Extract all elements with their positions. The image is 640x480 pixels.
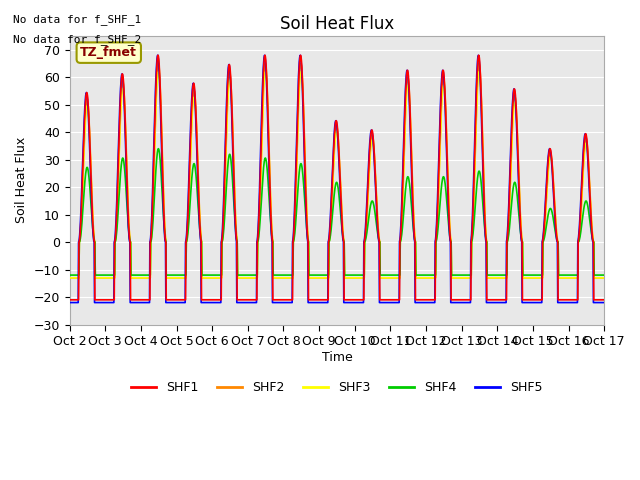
- SHF2: [66, 275, 74, 281]
- Line: SHF2: SHF2: [70, 63, 604, 278]
- SHF2: [155, 60, 163, 66]
- SHF4: [172, 272, 180, 278]
- SHF1: [172, 297, 180, 303]
- SHF5: [490, 300, 498, 305]
- Text: No data for f_SHF_2: No data for f_SHF_2: [13, 34, 141, 45]
- SHF2: [420, 275, 428, 281]
- SHF4: [420, 272, 428, 278]
- SHF4: [600, 272, 608, 278]
- SHF5: [245, 300, 253, 305]
- SHF4: [490, 272, 498, 278]
- SHF2: [172, 275, 180, 281]
- SHF1: [537, 297, 545, 303]
- SHF3: [185, 201, 193, 206]
- SHF4: [245, 272, 253, 278]
- X-axis label: Time: Time: [321, 351, 352, 364]
- Legend: SHF1, SHF2, SHF3, SHF4, SHF5: SHF1, SHF2, SHF3, SHF4, SHF5: [126, 376, 548, 399]
- Line: SHF5: SHF5: [70, 55, 604, 302]
- SHF4: [185, 218, 193, 224]
- SHF1: [154, 52, 162, 58]
- SHF5: [600, 300, 608, 305]
- SHF5: [537, 300, 545, 305]
- SHF2: [537, 275, 545, 281]
- SHF4: [66, 272, 74, 278]
- SHF2: [600, 275, 608, 281]
- SHF3: [172, 275, 180, 281]
- Title: Soil Heat Flux: Soil Heat Flux: [280, 15, 394, 33]
- SHF5: [420, 300, 428, 305]
- SHF2: [490, 275, 498, 281]
- SHF3: [420, 275, 428, 281]
- Text: TZ_fmet: TZ_fmet: [81, 46, 137, 59]
- SHF4: [155, 146, 163, 152]
- SHF1: [66, 297, 74, 303]
- SHF1: [600, 297, 608, 303]
- SHF3: [600, 275, 608, 281]
- SHF3: [490, 275, 498, 281]
- SHF3: [66, 275, 74, 281]
- Text: No data for f_SHF_1: No data for f_SHF_1: [13, 14, 141, 25]
- SHF4: [537, 272, 545, 278]
- Line: SHF3: SHF3: [70, 72, 604, 278]
- Line: SHF1: SHF1: [70, 55, 604, 300]
- SHF5: [66, 300, 74, 305]
- SHF1: [245, 297, 253, 303]
- SHF2: [185, 199, 193, 204]
- SHF5: [172, 300, 180, 305]
- SHF3: [537, 275, 545, 281]
- SHF1: [185, 186, 193, 192]
- SHF1: [490, 297, 498, 303]
- SHF3: [155, 69, 163, 74]
- SHF5: [185, 176, 193, 181]
- SHF1: [420, 297, 428, 303]
- Y-axis label: Soil Heat Flux: Soil Heat Flux: [15, 137, 28, 223]
- SHF2: [245, 275, 253, 281]
- Line: SHF4: SHF4: [70, 149, 604, 275]
- SHF5: [154, 52, 161, 58]
- SHF3: [245, 275, 253, 281]
